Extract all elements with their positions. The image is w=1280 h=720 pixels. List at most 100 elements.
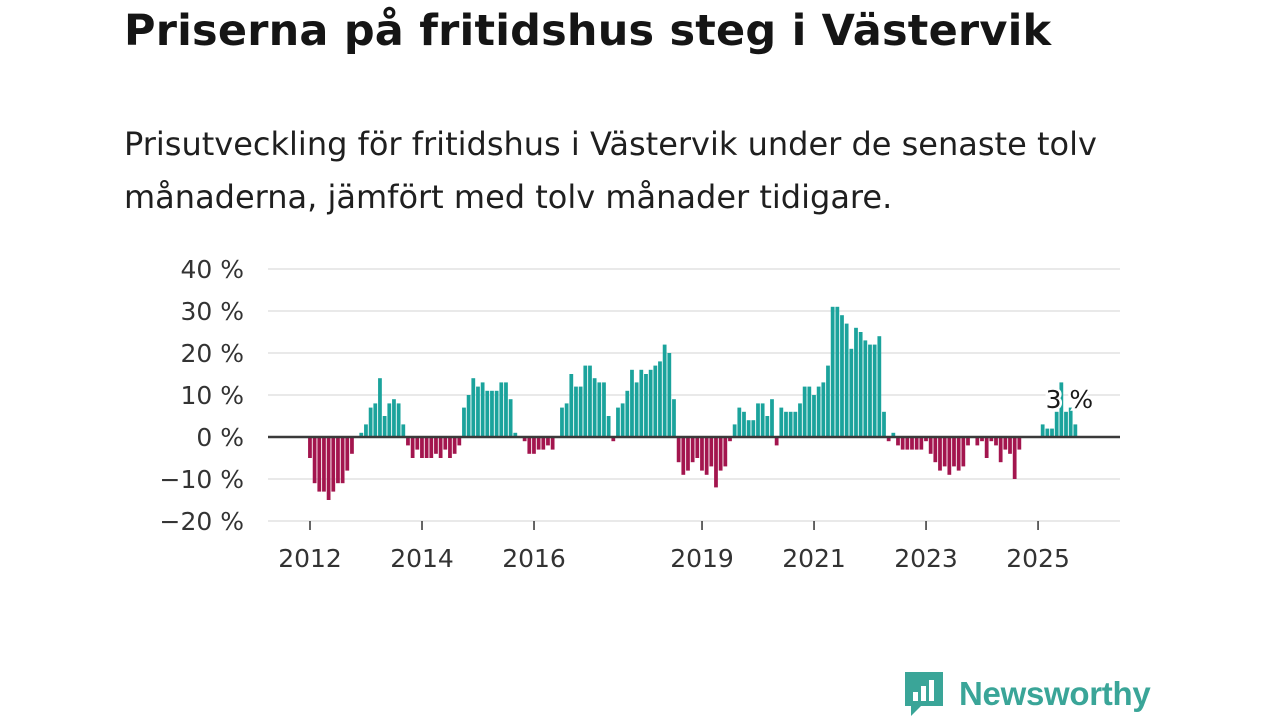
bar [597,382,602,437]
bar [728,437,732,442]
y-tick-label: 0 % [196,423,244,452]
bar [681,437,686,475]
bar [779,407,784,437]
bar [662,344,667,437]
bars [308,306,1078,500]
bar [368,407,373,437]
bar [840,315,844,437]
bar [667,353,672,437]
bar [961,437,966,467]
bar [382,416,387,437]
bar [956,437,961,471]
bar [891,432,896,437]
bar [508,399,513,437]
bar [984,437,989,458]
bar [326,437,331,500]
bar [527,437,532,454]
bar [340,437,345,484]
bar [611,437,616,442]
bar [910,437,914,450]
bar [1045,428,1050,437]
x-tick-label: 2019 [670,544,734,573]
bar [452,437,457,454]
bar [490,390,494,437]
bar [989,437,994,442]
x-tick-label: 2014 [390,544,454,573]
y-tick-label: −20 % [160,507,244,536]
bar [443,437,448,450]
x-axis: 2012 2014 2016 2019 2021 2023 2025 [278,521,1070,573]
bar [438,437,443,458]
bar [410,437,415,458]
bar [784,411,788,437]
bar [998,437,1003,463]
bar [331,437,336,492]
bar [373,403,378,437]
x-tick-label: 2023 [894,544,958,573]
bar [704,437,709,475]
bar [770,399,774,437]
bar [406,437,410,446]
bar [336,437,340,484]
bar [788,411,793,437]
bar [429,437,434,458]
bar [532,437,536,454]
x-tick-label: 2025 [1006,544,1070,573]
bar [466,395,471,437]
annotation-label: 3 % [1046,385,1094,414]
bar [630,369,634,437]
bar [457,437,462,446]
bar [1008,437,1012,454]
bar [648,369,653,437]
bar [732,424,737,437]
bar [387,403,392,437]
bar [933,437,938,463]
bar [1050,428,1054,437]
bar [737,407,742,437]
bar [980,437,984,442]
y-tick-label: 20 % [180,339,244,368]
bar [700,437,704,471]
bar [424,437,429,458]
bar [504,382,508,437]
bar [639,369,644,437]
bar [872,344,877,437]
brand-name: Newsworthy [959,675,1151,712]
bar [723,437,728,467]
bar [751,420,756,437]
bar [592,378,597,437]
bar [821,382,826,437]
bar [882,411,886,437]
bar [396,403,401,437]
bar [826,365,830,437]
bar [718,437,723,471]
bar [471,378,476,437]
bar [588,365,592,437]
bar [994,437,998,446]
bar [415,437,420,450]
y-tick-label: 30 % [180,297,244,326]
bar [606,416,611,437]
bar [583,365,588,437]
bar [877,336,882,437]
bar [919,437,924,450]
latest-value-annotation: 3 % [1043,383,1096,417]
bar [317,437,322,492]
bar [914,437,919,450]
bar [900,437,905,450]
bar [928,437,933,454]
bar [835,306,840,437]
newsworthy-logo[interactable]: Newsworthy [903,670,1151,718]
x-tick-label: 2021 [782,544,846,573]
bar [1068,407,1073,437]
bar [536,437,541,450]
bar [620,403,625,437]
bar [634,382,639,437]
y-tick-label: 40 % [180,255,244,284]
bar [364,424,368,437]
bar [644,374,648,437]
bar [1017,437,1022,450]
bar [378,378,382,437]
bar [924,437,928,442]
